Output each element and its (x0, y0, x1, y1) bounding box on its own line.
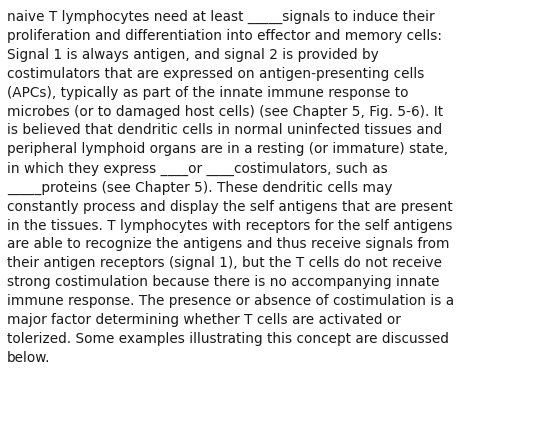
Text: naive T lymphocytes need at least _____signals to induce their
proliferation and: naive T lymphocytes need at least _____s… (7, 10, 454, 364)
